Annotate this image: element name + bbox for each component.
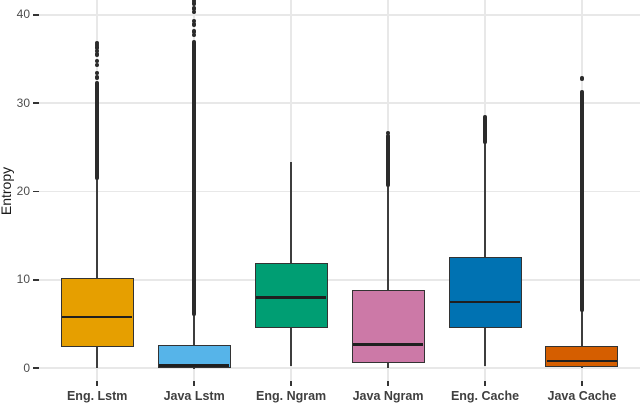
x-category-label: Java Lstm	[163, 389, 225, 403]
lower-whisker	[581, 366, 583, 369]
upper-whisker	[96, 178, 98, 279]
x-category-label: Eng. Cache	[450, 389, 520, 403]
x-axis-tick	[484, 381, 486, 386]
y-tick-label: 20	[16, 184, 30, 199]
outlier-point	[191, 32, 197, 38]
upper-whisker	[581, 309, 583, 347]
outlier-point	[95, 40, 100, 46]
outlier-run	[579, 89, 585, 313]
horizontal-gridline	[38, 14, 640, 16]
outlier-point	[95, 58, 100, 63]
x-axis-tick	[387, 381, 389, 386]
outlier-run	[482, 115, 488, 145]
x-axis-tick	[96, 381, 98, 386]
lower-whisker	[290, 327, 292, 366]
y-axis-tick	[33, 367, 39, 369]
median-line	[256, 296, 326, 299]
x-category-label: Eng. Lstm	[66, 389, 128, 403]
x-axis-tick	[193, 381, 195, 386]
x-axis-tick	[290, 381, 292, 386]
horizontal-gridline	[38, 367, 640, 369]
box-iqr	[60, 278, 134, 347]
median-line	[547, 359, 617, 363]
outlier-point	[191, 22, 197, 27]
upper-whisker	[484, 142, 486, 257]
median-line	[159, 364, 230, 367]
x-axis-tick	[581, 381, 583, 386]
box-iqr	[157, 345, 231, 368]
y-tick-label: 10	[16, 272, 30, 287]
outlier-point	[385, 131, 391, 136]
outlier-point	[191, 1, 197, 6]
x-category-label: Java Cache	[547, 389, 617, 403]
upper-whisker	[193, 313, 195, 346]
outlier-run	[94, 80, 100, 181]
y-axis-tick	[33, 102, 39, 104]
box-iqr	[351, 290, 425, 364]
y-tick-label: 0	[23, 360, 30, 375]
box-iqr	[254, 263, 328, 328]
median-line	[450, 300, 520, 304]
outlier-point	[95, 45, 100, 50]
outlier-point	[95, 70, 100, 76]
y-tick-label: 30	[16, 95, 30, 110]
outlier-run	[385, 133, 391, 187]
outlier-point	[95, 48, 100, 54]
x-category-label: Java Ngram	[352, 389, 424, 403]
median-line	[62, 315, 133, 319]
upper-whisker	[387, 184, 389, 291]
y-axis-tick	[33, 190, 39, 193]
median-line	[353, 343, 423, 346]
outlier-point	[95, 63, 100, 68]
outlier-point	[95, 52, 100, 57]
y-axis-tick	[33, 279, 39, 281]
outlier-point	[191, 29, 197, 34]
outlier-run	[191, 40, 197, 316]
outlier-point	[191, 6, 197, 11]
lower-whisker	[96, 347, 98, 368]
box-iqr	[545, 346, 619, 367]
outlier-point	[191, 10, 197, 15]
y-tick-label: 40	[16, 7, 30, 22]
x-category-label: Eng. Ngram	[256, 389, 327, 403]
outlier-point	[95, 75, 100, 80]
horizontal-gridline	[38, 279, 640, 281]
outlier-point	[191, 0, 197, 3]
outlier-point	[191, 18, 197, 24]
outlier-point	[579, 76, 585, 81]
lower-whisker	[484, 327, 486, 366]
box-iqr	[448, 256, 522, 328]
horizontal-gridline	[38, 102, 640, 104]
horizontal-gridline	[38, 190, 640, 193]
lower-whisker	[387, 363, 389, 368]
y-axis-tick	[33, 14, 39, 16]
upper-whisker	[290, 161, 292, 264]
